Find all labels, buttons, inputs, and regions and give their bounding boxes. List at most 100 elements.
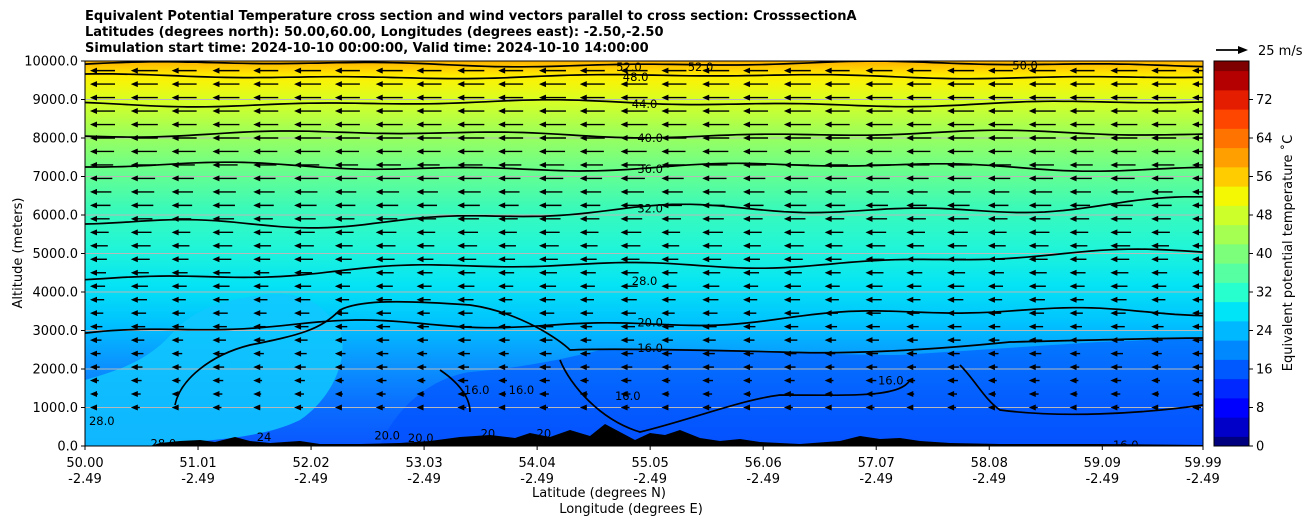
contour-line xyxy=(174,300,1203,406)
wind-arrow-head xyxy=(1110,337,1118,344)
wind-arrow-head xyxy=(743,94,751,101)
wind-arrow-head xyxy=(579,269,587,276)
wind-arrow-head xyxy=(416,94,424,101)
wind-arrow-head xyxy=(294,94,302,101)
wind-arrow-head xyxy=(620,337,628,344)
wind-arrow-head xyxy=(212,269,220,276)
wind-arrow-head xyxy=(171,242,179,249)
colorbar-band xyxy=(1214,330,1249,341)
wind-arrow-head xyxy=(90,135,97,141)
wind-arrow-head xyxy=(1028,323,1036,330)
wind-arrow-head xyxy=(1110,256,1118,263)
wind-arrow-head xyxy=(538,242,546,249)
wind-arrow-head xyxy=(294,121,302,128)
colorbar-tick-label: 24 xyxy=(1256,324,1273,339)
wind-arrow-head xyxy=(783,296,791,303)
wind-arrow-head xyxy=(1151,404,1159,411)
wind-arrow-head xyxy=(620,161,628,168)
wind-arrow-head xyxy=(416,81,424,88)
wind-arrow-head xyxy=(743,404,751,411)
contour-label: 16.0 xyxy=(637,341,663,355)
contour-line xyxy=(85,161,1203,173)
wind-arrow-head xyxy=(294,215,302,222)
wind-arrow-head xyxy=(375,108,383,115)
wind-arrow-head xyxy=(661,404,669,411)
wind-arrow-head xyxy=(987,404,995,411)
wind-arrow-head xyxy=(457,202,465,209)
wind-arrow-head xyxy=(743,81,751,88)
wind-arrow-head xyxy=(294,391,302,398)
wind-arrow-head xyxy=(457,94,465,101)
y-tick-label: 8000.0 xyxy=(33,132,79,147)
wind-arrow-head xyxy=(579,391,587,398)
wind-arrow-head xyxy=(947,148,955,155)
wind-arrow-head xyxy=(1151,269,1159,276)
wind-arrow-head xyxy=(212,215,220,222)
wind-arrow-head xyxy=(1192,404,1199,411)
wind-arrow-head xyxy=(579,404,587,411)
wind-arrow-head xyxy=(987,283,995,290)
wind-arrow-head xyxy=(1151,377,1159,384)
wind-arrow-head xyxy=(661,215,669,222)
wind-arrow-head xyxy=(865,161,873,168)
chart-title-line-1: Equivalent Potential Temperature cross s… xyxy=(85,9,857,24)
wind-arrow-head xyxy=(620,67,628,74)
wind-arrow-head xyxy=(90,337,97,344)
wind-arrow-head xyxy=(579,81,587,88)
wind-arrow-head xyxy=(743,108,751,115)
wind-arrow-head xyxy=(90,175,97,182)
wind-arrow-head xyxy=(212,364,220,371)
wind-arrow-head xyxy=(498,391,506,398)
wind-arrow-head xyxy=(702,242,710,249)
wind-arrow-head xyxy=(457,67,465,74)
wind-arrow-head xyxy=(661,391,669,398)
wind-arrow-head xyxy=(1028,337,1036,344)
wind-arrow-head xyxy=(1192,108,1199,115)
wind-arrow-head xyxy=(743,269,751,276)
wind-arrow-head xyxy=(987,94,995,101)
wind-arrow-head xyxy=(294,135,302,141)
wind-arrow-head xyxy=(1069,108,1077,115)
y-tick-label: 6000.0 xyxy=(33,209,79,224)
wind-arrow-head xyxy=(1069,350,1077,357)
wind-arrow-head xyxy=(294,404,302,411)
wind-arrow-head xyxy=(824,229,832,236)
wind-arrow-head xyxy=(1110,135,1118,141)
wind-arrow-head xyxy=(375,94,383,101)
wind-arrow-head xyxy=(253,242,261,249)
wind-arrow-head xyxy=(1110,310,1118,317)
wind-arrow-head xyxy=(457,229,465,236)
colorbar-tick-label: 48 xyxy=(1256,209,1273,224)
wind-arrow-head xyxy=(702,188,710,195)
wind-arrow-head xyxy=(1192,161,1199,168)
wind-arrow-head xyxy=(906,202,914,209)
wind-arrow-head xyxy=(947,94,955,101)
wind-arrow-head xyxy=(457,215,465,222)
wind-arrow-head xyxy=(1028,256,1036,263)
wind-arrow-head xyxy=(1069,215,1077,222)
wind-arrow-head xyxy=(253,283,261,290)
colorbar-tick-label: 64 xyxy=(1256,132,1273,147)
wind-arrow-head xyxy=(947,364,955,371)
wind-arrow-head xyxy=(212,350,220,357)
wind-arrow-head xyxy=(947,215,955,222)
wind-arrow-head xyxy=(987,81,995,88)
wind-arrow-head xyxy=(865,108,873,115)
wind-arrow-head xyxy=(171,269,179,276)
wind-arrow-head xyxy=(1192,188,1199,195)
wind-arrow-head xyxy=(416,242,424,249)
wind-arrow-head xyxy=(824,256,832,263)
wind-arrow-head xyxy=(375,67,383,74)
wind-arrow-head xyxy=(457,188,465,195)
wind-arrow-head xyxy=(171,175,179,182)
wind-arrow-head xyxy=(90,202,97,209)
wind-arrow-head xyxy=(906,269,914,276)
colorbar-band xyxy=(1214,369,1249,380)
wind-arrow-head xyxy=(334,135,342,141)
wind-arrow-head xyxy=(334,94,342,101)
wind-arrow-head xyxy=(90,296,97,303)
wind-arrow-head xyxy=(1110,215,1118,222)
wind-arrow-head xyxy=(457,323,465,330)
colorbar-band xyxy=(1214,176,1249,187)
wind-arrow-head xyxy=(620,148,628,155)
